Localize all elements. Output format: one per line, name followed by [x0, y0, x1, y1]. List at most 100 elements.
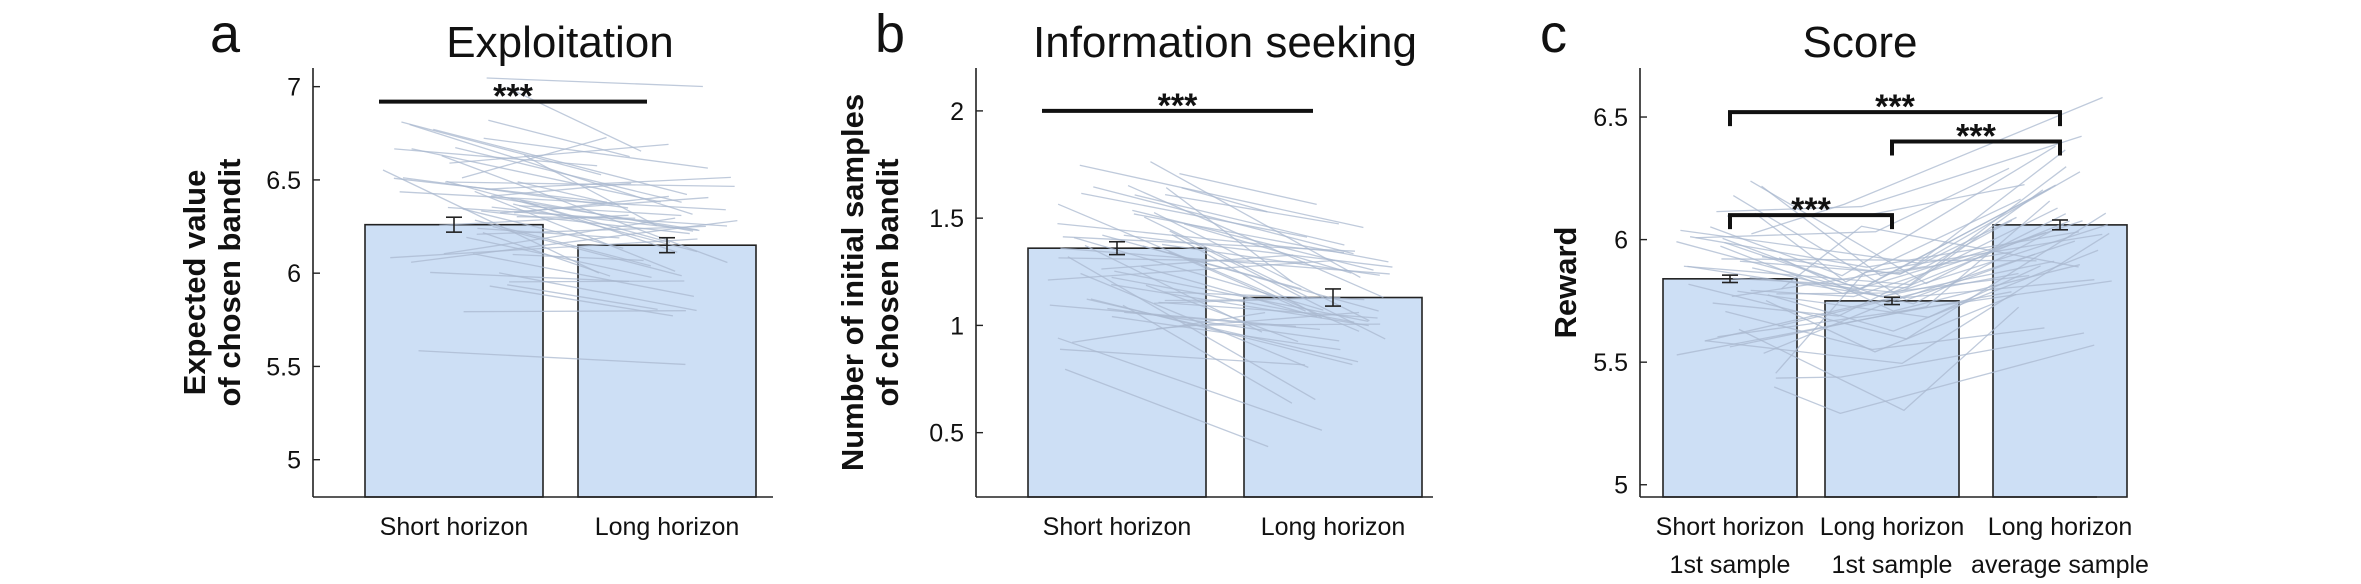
- subject-line: [1778, 256, 2081, 312]
- significance-label: ***: [1791, 191, 1831, 229]
- y-tick-label: 6: [287, 260, 301, 288]
- subject-line: [1133, 213, 1389, 263]
- subject-line: [482, 232, 611, 277]
- x-tick-label: Short horizon: [380, 513, 529, 541]
- subject-line: [1047, 259, 1336, 281]
- subject-line: [1763, 240, 2076, 354]
- subject-line: [430, 271, 630, 283]
- subject-line: [1716, 135, 2082, 213]
- y-tick-label: 5: [287, 447, 301, 475]
- subject-line: [512, 253, 644, 262]
- y-axis-label: of chosen bandit: [870, 159, 905, 407]
- subject-line: [1705, 232, 2110, 365]
- panel-letter: c: [1540, 4, 1567, 64]
- bar: [577, 244, 757, 498]
- subject-line: [1181, 187, 1268, 213]
- subject-line: [1721, 258, 2037, 262]
- subject-line: [1689, 231, 2080, 268]
- significance-bracket: ***: [1728, 191, 1894, 230]
- subject-line: [1775, 332, 2085, 379]
- subject-line: [1717, 280, 2112, 338]
- subject-line: [1761, 216, 2017, 276]
- y-tick-label: 6.5: [1593, 104, 1628, 132]
- y-tick-label: 5: [1614, 472, 1628, 500]
- y-axis-label: Number of initial samples: [835, 94, 870, 471]
- subject-line: [1124, 311, 1320, 331]
- subject-line: [1765, 293, 2017, 353]
- subject-line: [441, 155, 728, 264]
- y-tick-label: 5.5: [266, 353, 301, 381]
- subject-line: [498, 272, 697, 312]
- significance-bracket: ***: [1728, 88, 2062, 127]
- subject-line: [1695, 167, 2010, 239]
- subject-line: [1079, 164, 1364, 229]
- subject-line: [1093, 186, 1354, 255]
- error-bar: [1722, 274, 1738, 284]
- bar: [364, 223, 544, 498]
- subject-line: [1722, 237, 2055, 298]
- significance-label: ***: [1875, 88, 1915, 126]
- panel-letter: b: [875, 4, 905, 64]
- subject-line: [506, 86, 642, 152]
- subject-line: [491, 182, 632, 197]
- error-bar: [446, 216, 462, 233]
- subject-line: [1150, 161, 1361, 279]
- x-tick-label: Short horizon: [1656, 513, 1805, 541]
- subject-line: [455, 146, 682, 203]
- y-axis-label: Expected value: [177, 170, 212, 396]
- subject-line: [401, 121, 602, 176]
- subject-line: [1058, 257, 1306, 263]
- x-tick-label: 1st sample: [1832, 551, 1953, 579]
- subject-line: [411, 148, 661, 203]
- subject-line: [1737, 265, 2041, 318]
- subject-line: [1179, 173, 1317, 206]
- y-tick-label: 0.5: [929, 420, 964, 448]
- y-tick-label: 1.5: [929, 205, 964, 233]
- x-tick-label: 1st sample: [1670, 551, 1791, 579]
- chart-title: Exploitation: [446, 18, 673, 67]
- subject-line: [1729, 200, 2051, 348]
- subject-line: [1754, 198, 2021, 283]
- subject-line: [1687, 224, 2108, 298]
- subject-line: [485, 176, 731, 190]
- bar: [1662, 278, 1798, 498]
- subject-line: [461, 136, 607, 179]
- panel-a: a Exploitation Expected value of chosen ban…: [177, 4, 773, 541]
- subject-line: [1165, 187, 1294, 283]
- subject-line: [1140, 265, 1318, 318]
- y-tick-label: 6.5: [266, 167, 301, 195]
- y-tick-label: 6: [1614, 227, 1628, 255]
- subject-line: [433, 128, 688, 196]
- subject-line: [446, 180, 671, 244]
- subject-line: [517, 181, 613, 205]
- subject-line: [1072, 311, 1266, 344]
- subject-line: [1168, 251, 1306, 312]
- subject-line: [1752, 223, 2065, 305]
- subject-line: [1778, 272, 2019, 327]
- x-tick-label: Long horizon: [1988, 513, 2133, 541]
- subject-line: [1165, 194, 1339, 225]
- subject-line: [1767, 249, 2099, 332]
- subject-line: [1057, 203, 1360, 332]
- subject-line: [1057, 223, 1345, 254]
- x-tick-label: Long horizon: [595, 513, 740, 541]
- y-tick-label: 2: [950, 98, 964, 126]
- subject-line: [418, 350, 686, 366]
- significance-bracket: ***: [379, 78, 647, 116]
- subject-line: [1750, 220, 2083, 298]
- subject-line: [1101, 254, 1294, 270]
- subject-line: [1725, 310, 2045, 351]
- subject-line: [474, 219, 652, 267]
- error-bar: [659, 236, 675, 254]
- x-tick-label: Short horizon: [1043, 513, 1192, 541]
- subject-line: [1081, 192, 1308, 238]
- bar: [1243, 296, 1423, 498]
- y-axis-label: Reward: [1548, 227, 1583, 339]
- subject-line: [1183, 223, 1352, 274]
- subject-line: [1111, 283, 1369, 327]
- subject-line: [481, 210, 690, 235]
- subject-line: [1683, 166, 2067, 286]
- y-tick-label: 1: [950, 312, 964, 340]
- y-tick-label: 5.5: [1593, 349, 1628, 377]
- subject-line: [382, 169, 600, 274]
